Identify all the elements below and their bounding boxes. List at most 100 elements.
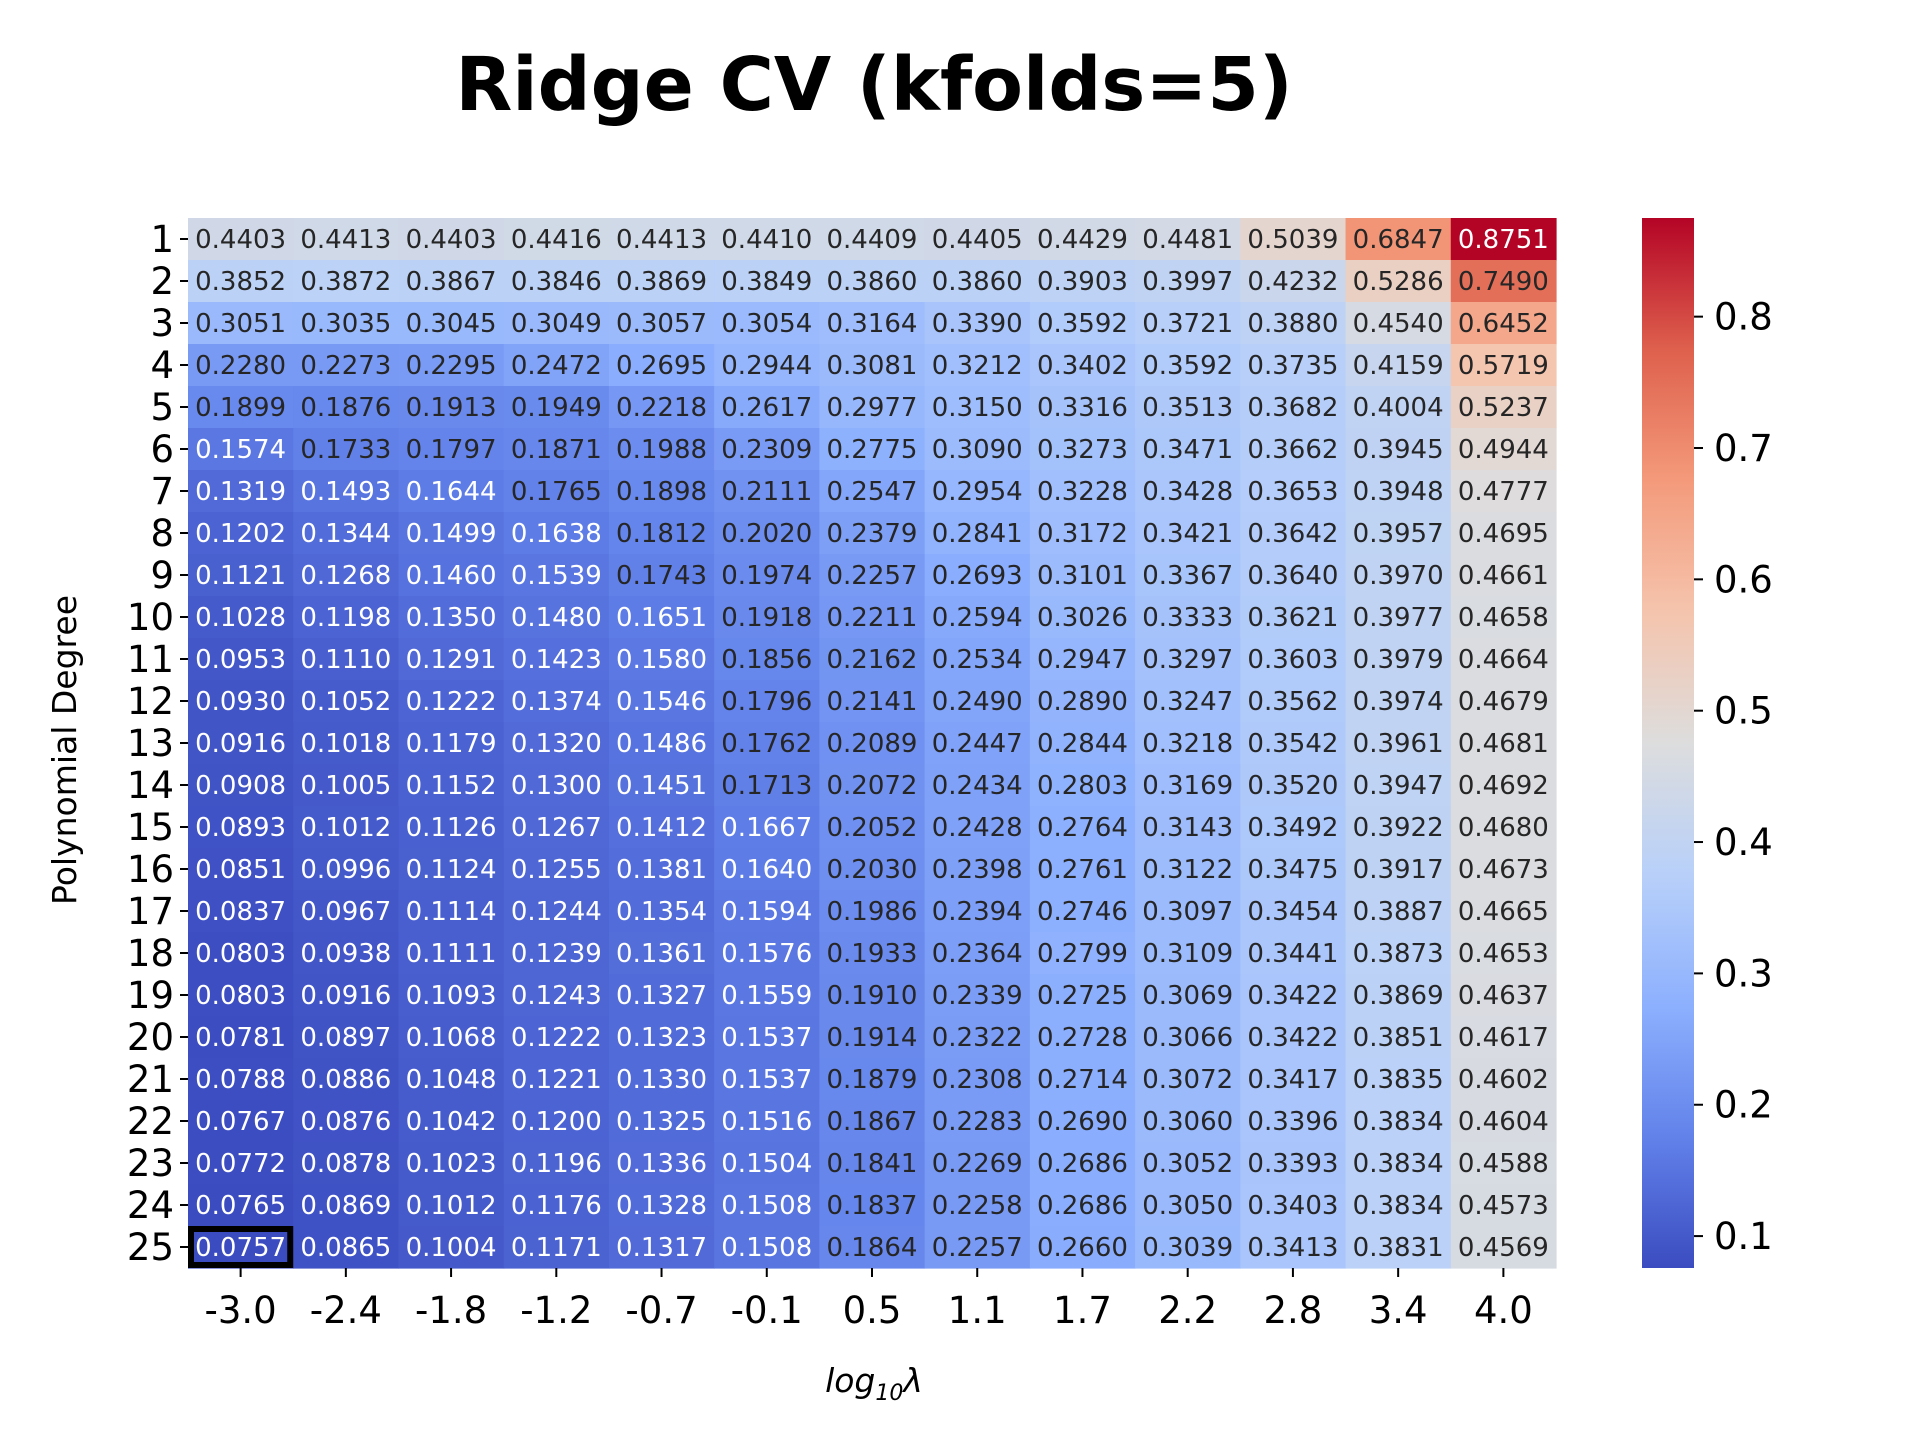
heatmap-cell-r2-c9 [1029, 260, 1136, 303]
cell-value-r3-c4: 0.3049 [511, 309, 602, 339]
cell-value-r4-c12: 0.4159 [1353, 351, 1444, 381]
heatmap-cell-r4-c6 [714, 344, 820, 387]
cell-value-r23-c11: 0.3393 [1247, 1149, 1338, 1179]
cell-value-r16-c8: 0.2398 [932, 855, 1023, 885]
cell-value-r6-c7: 0.2775 [827, 435, 918, 465]
heatmap-cell-r13-c2 [293, 722, 400, 765]
cell-value-r9-c13: 0.4661 [1458, 561, 1549, 591]
heatmap-cell-r23-c5 [608, 1142, 715, 1185]
heatmap-cell-r6-c13 [1450, 428, 1557, 471]
heatmap-cell-r24-c4 [503, 1184, 610, 1227]
heatmap-cell-r1-c13 [1450, 218, 1557, 261]
cell-value-r12-c7: 0.2141 [827, 687, 918, 717]
cell-value-r22-c3: 0.1042 [406, 1107, 497, 1137]
cell-value-r16-c1: 0.0851 [195, 855, 286, 885]
cell-value-r18-c3: 0.1111 [406, 939, 497, 969]
y-tick-label-13: 13 [127, 722, 174, 765]
heatmap-cell-r12-c11 [1240, 680, 1347, 723]
heatmap-cell-r19-c10 [1135, 974, 1241, 1017]
cell-value-r13-c11: 0.3542 [1247, 729, 1338, 759]
heatmap-cell-r11-c9 [1029, 638, 1136, 681]
heatmap-cell-r12-c1 [188, 680, 294, 723]
cell-value-r18-c7: 0.1933 [827, 939, 918, 969]
heatmap-cell-r12-c3 [398, 680, 505, 723]
heatmap-cell-r18-c1 [188, 932, 294, 975]
heatmap-cell-r22-c1 [188, 1100, 294, 1143]
x-tick-label-9: 1.7 [1053, 1289, 1112, 1332]
cell-value-r22-c13: 0.4604 [1458, 1107, 1549, 1137]
heatmap-cell-r21-c10 [1135, 1058, 1241, 1101]
heatmap-cell-r3-c3 [398, 302, 505, 345]
cell-value-r17-c11: 0.3454 [1247, 897, 1338, 927]
cell-value-r22-c10: 0.3060 [1142, 1107, 1233, 1137]
heatmap-cell-r20-c2 [293, 1016, 400, 1059]
cell-value-r15-c12: 0.3922 [1353, 813, 1444, 843]
cell-value-r8-c2: 0.1344 [300, 519, 391, 549]
heatmap-cell-r6-c3 [398, 428, 505, 471]
cell-value-r8-c6: 0.2020 [721, 519, 812, 549]
heatmap-cell-r3-c7 [819, 302, 926, 345]
heatmap-cell-r22-c4 [503, 1100, 610, 1143]
cell-value-r18-c2: 0.0938 [300, 939, 391, 969]
heatmap-cell-r21-c1 [188, 1058, 294, 1101]
heatmap-cell-r15-c8 [924, 806, 1031, 849]
heatmap-cell-r8-c3 [398, 512, 505, 555]
cell-value-r20-c10: 0.3066 [1142, 1023, 1233, 1053]
heatmap-cell-r23-c10 [1135, 1142, 1241, 1185]
heatmap-cells [188, 218, 1557, 1269]
heatmap-cell-r6-c1 [188, 428, 294, 471]
heatmap-cell-r1-c8 [924, 218, 1031, 261]
heatmap-cell-r24-c9 [1029, 1184, 1136, 1227]
heatmap-cell-r16-c9 [1029, 848, 1136, 891]
cell-value-r15-c3: 0.1126 [406, 813, 497, 843]
x-tick-label-2: -2.4 [310, 1289, 382, 1332]
heatmap-cell-r5-c6 [714, 386, 820, 429]
heatmap-cell-r14-c8 [924, 764, 1031, 807]
heatmap-cell-r25-c5 [608, 1226, 715, 1269]
cell-value-r2-c13: 0.7490 [1458, 267, 1549, 297]
heatmap-cell-r15-c5 [608, 806, 715, 849]
cell-value-r3-c2: 0.3035 [300, 309, 391, 339]
cell-value-r6-c2: 0.1733 [300, 435, 391, 465]
cell-value-r9-c3: 0.1460 [406, 561, 497, 591]
cell-value-r12-c9: 0.2890 [1037, 687, 1128, 717]
heatmap-cell-r20-c3 [398, 1016, 505, 1059]
cell-value-r11-c2: 0.1110 [300, 645, 391, 675]
cell-value-r14-c7: 0.2072 [827, 771, 918, 801]
heatmap-cell-r8-c11 [1240, 512, 1347, 555]
heatmap-cell-r3-c8 [924, 302, 1031, 345]
cell-value-r24-c4: 0.1176 [511, 1191, 602, 1221]
cell-value-r19-c13: 0.4637 [1458, 981, 1549, 1011]
heatmap-cell-r1-c1 [188, 218, 294, 261]
cell-value-r3-c13: 0.6452 [1458, 309, 1549, 339]
heatmap-cell-r7-c5 [608, 470, 715, 513]
cell-value-r14-c1: 0.0908 [195, 771, 286, 801]
heatmap-cell-r11-c7 [819, 638, 926, 681]
heatmap-cell-r16-c4 [503, 848, 610, 891]
colorbar-tick-label-0.1: 0.1 [1714, 1215, 1773, 1258]
heatmap-cell-r20-c6 [714, 1016, 820, 1059]
cell-value-r4-c2: 0.2273 [300, 351, 391, 381]
heatmap-cell-r15-c13 [1450, 806, 1557, 849]
cell-value-r4-c7: 0.3081 [827, 351, 918, 381]
heatmap-cell-r6-c10 [1135, 428, 1241, 471]
heatmap-cell-r15-c4 [503, 806, 610, 849]
cell-value-r6-c11: 0.3662 [1247, 435, 1338, 465]
cell-value-r5-c1: 0.1899 [195, 393, 286, 423]
cell-value-r19-c10: 0.3069 [1142, 981, 1233, 1011]
cell-value-r13-c9: 0.2844 [1037, 729, 1128, 759]
heatmap-cell-r18-c3 [398, 932, 505, 975]
cell-value-r13-c4: 0.1320 [511, 729, 602, 759]
cell-value-r17-c7: 0.1986 [827, 897, 918, 927]
heatmap-cell-r1-c12 [1345, 218, 1452, 261]
cell-value-r21-c3: 0.1048 [406, 1065, 497, 1095]
heatmap-cell-r22-c9 [1029, 1100, 1136, 1143]
heatmap-cell-r17-c6 [714, 890, 820, 933]
heatmap-cell-r11-c6 [714, 638, 820, 681]
heatmap-cell-r11-c10 [1135, 638, 1241, 681]
x-tick-label-7: 0.5 [843, 1289, 902, 1332]
y-tick-label-23: 23 [127, 1142, 174, 1185]
heatmap-cell-r17-c12 [1345, 890, 1452, 933]
cell-value-r4-c5: 0.2695 [616, 351, 707, 381]
cell-value-r7-c8: 0.2954 [932, 477, 1023, 507]
